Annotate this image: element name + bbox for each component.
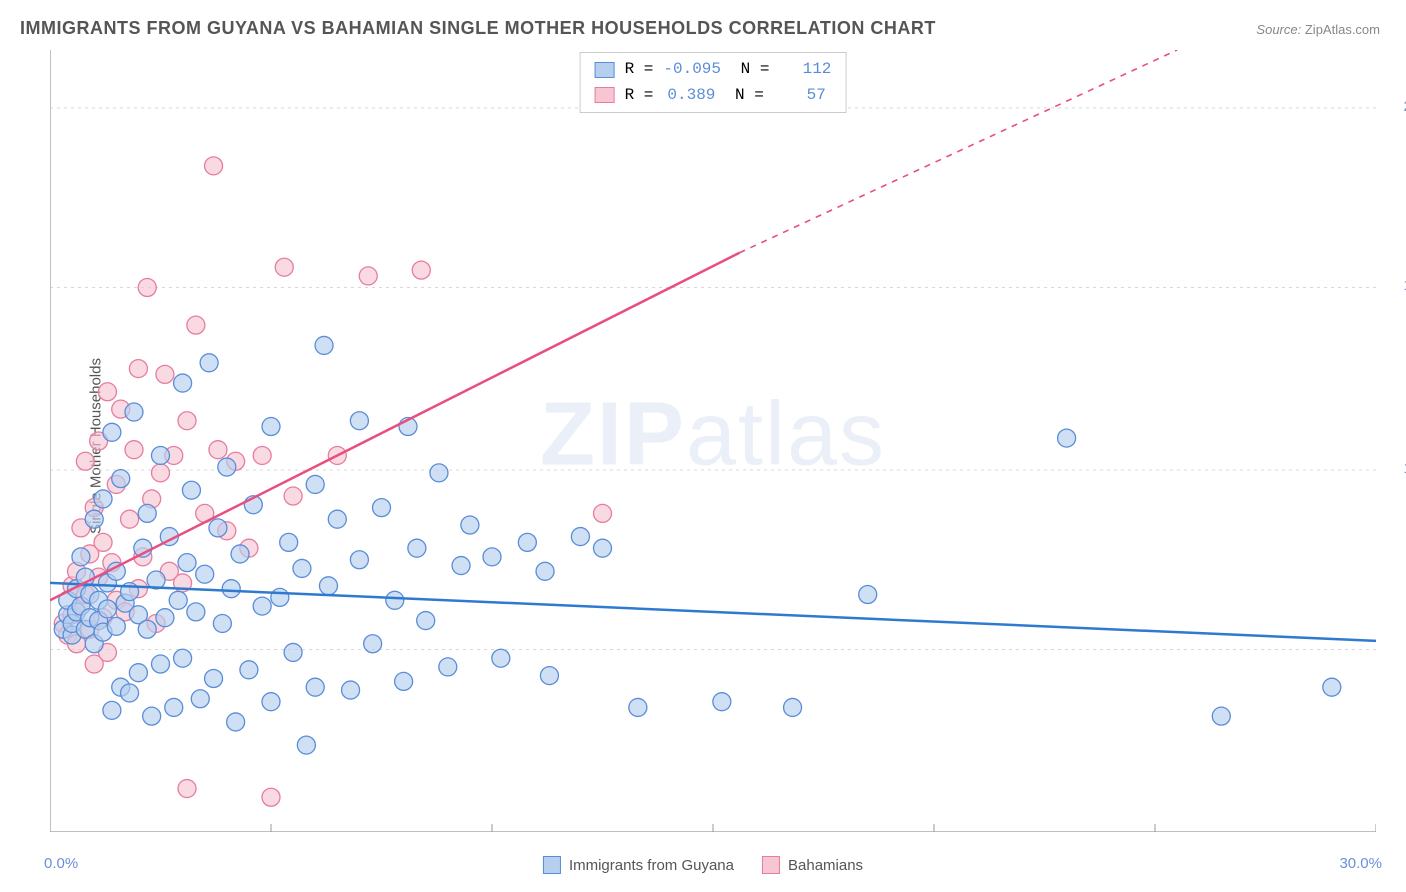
legend-swatch-icon (762, 856, 780, 874)
chart-container: IMMIGRANTS FROM GUYANA VS BAHAMIAN SINGL… (0, 0, 1406, 892)
x-axis-min-label: 0.0% (44, 855, 78, 872)
legend-item-blue: Immigrants from Guyana (543, 856, 734, 874)
r-label: R = (625, 57, 654, 83)
correlation-row-blue: R = -0.095 N = 112 (595, 57, 832, 83)
y-tick-label: 18.8% (1386, 277, 1406, 294)
correlation-row-pink: R = 0.389 N = 57 (595, 83, 832, 109)
r-label: R = (625, 83, 654, 109)
y-tick-label: 25.0% (1386, 98, 1406, 115)
legend-swatch-blue (595, 62, 615, 78)
legend-item-pink: Bahamians (762, 856, 863, 874)
scatter-chart (50, 50, 1376, 832)
correlation-legend: R = -0.095 N = 112 R = 0.389 N = 57 (580, 52, 847, 113)
n-label: N = (725, 83, 763, 109)
r-value-pink: 0.389 (663, 83, 715, 109)
source-value: ZipAtlas.com (1305, 22, 1380, 37)
source-attribution: Source: ZipAtlas.com (1256, 22, 1380, 37)
legend-swatch-icon (543, 856, 561, 874)
series-legend: Immigrants from Guyana Bahamians (543, 856, 863, 874)
r-value-blue: -0.095 (663, 57, 721, 83)
legend-label-blue: Immigrants from Guyana (569, 857, 734, 874)
chart-title: IMMIGRANTS FROM GUYANA VS BAHAMIAN SINGL… (20, 18, 936, 39)
source-label: Source: (1256, 22, 1301, 37)
legend-swatch-pink (595, 87, 615, 103)
y-tick-label: 6.3% (1386, 640, 1406, 657)
n-label: N = (731, 57, 769, 83)
legend-label-pink: Bahamians (788, 857, 863, 874)
x-axis-max-label: 30.0% (1339, 855, 1382, 872)
n-value-pink: 57 (774, 83, 826, 109)
n-value-blue: 112 (779, 57, 831, 83)
plot-area: ZIPatlas R = -0.095 N = 112 R = 0.389 N … (50, 50, 1376, 832)
y-tick-label: 12.5% (1386, 460, 1406, 477)
